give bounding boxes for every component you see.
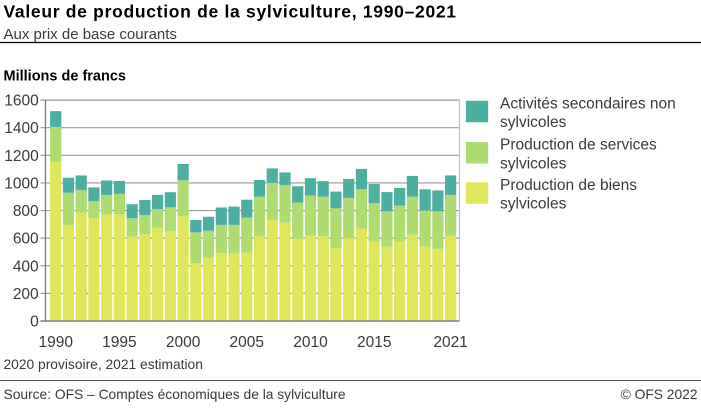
svg-text:Production de services: Production de services <box>500 137 657 154</box>
svg-text:Activités secondaires non: Activités secondaires non <box>500 95 676 112</box>
svg-text:400: 400 <box>13 258 39 275</box>
svg-text:© OFS 2022: © OFS 2022 <box>621 387 698 402</box>
svg-text:2015: 2015 <box>357 334 391 351</box>
svg-text:Valeur de production de la syl: Valeur de production de la sylviculture,… <box>4 2 457 22</box>
svg-text:800: 800 <box>13 203 39 220</box>
svg-text:1200: 1200 <box>4 148 39 165</box>
svg-text:600: 600 <box>13 231 39 248</box>
svg-text:sylvicoles: sylvicoles <box>500 196 567 213</box>
svg-text:2020 provisoire, 2021 estimati: 2020 provisoire, 2021 estimation <box>4 357 203 372</box>
svg-text:1990: 1990 <box>38 334 73 351</box>
svg-text:1600: 1600 <box>4 93 39 110</box>
svg-text:0: 0 <box>30 314 39 331</box>
svg-text:1995: 1995 <box>102 334 136 351</box>
svg-text:Millions de francs: Millions de francs <box>4 69 126 85</box>
svg-text:1400: 1400 <box>4 120 39 137</box>
svg-text:Source: OFS – Comptes économiq: Source: OFS – Comptes économiques de la … <box>4 387 346 402</box>
svg-text:2021: 2021 <box>433 334 467 351</box>
svg-text:2000: 2000 <box>166 334 201 351</box>
svg-text:Production de biens: Production de biens <box>500 177 637 194</box>
svg-text:Aux prix de base courants: Aux prix de base courants <box>4 26 177 43</box>
svg-text:sylvicoles: sylvicoles <box>500 155 567 172</box>
svg-text:2010: 2010 <box>293 334 328 351</box>
svg-text:200: 200 <box>13 286 39 303</box>
svg-text:sylvicoles: sylvicoles <box>500 114 567 131</box>
svg-text:2005: 2005 <box>230 334 264 351</box>
svg-text:1000: 1000 <box>4 175 39 192</box>
